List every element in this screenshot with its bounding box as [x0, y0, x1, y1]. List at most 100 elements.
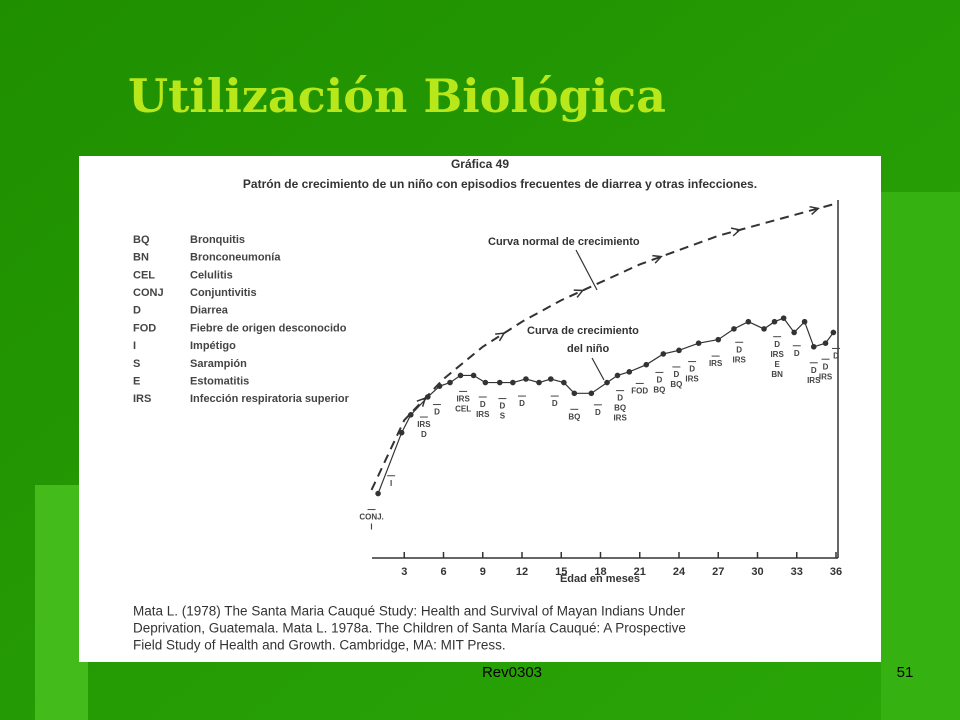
data-point — [536, 379, 542, 386]
data-point — [822, 340, 829, 347]
legend-name: Diarrea — [190, 305, 229, 317]
x-tick-label: 30 — [751, 566, 763, 578]
data-point — [780, 315, 787, 321]
data-point — [510, 379, 516, 386]
data-point — [643, 361, 650, 368]
data-point — [523, 376, 529, 382]
episode-label: IRS — [417, 420, 431, 429]
data-point — [761, 326, 767, 332]
legend-name: Sarampión — [190, 358, 247, 370]
episode-label: BQ — [653, 386, 665, 395]
x-tick-label: 6 — [440, 566, 446, 578]
series-annotation: del niño — [567, 343, 609, 355]
legend-name: Infección respiratoria superior — [190, 393, 350, 405]
episode-label: D — [421, 430, 427, 439]
episode-label: CEL — [455, 405, 471, 414]
legend-name: Conjuntivitis — [190, 287, 257, 299]
data-point — [398, 429, 405, 436]
page-number: 51 — [897, 664, 914, 681]
data-point — [660, 351, 667, 357]
episode-label: IRS — [476, 410, 490, 419]
episode-label: I — [370, 523, 372, 532]
episode-label: D — [519, 399, 525, 408]
legend-name: Impétigo — [190, 340, 236, 352]
episode-label: IRS — [819, 372, 833, 381]
figure — [79, 156, 881, 662]
legend-code: I — [133, 340, 136, 352]
arrowhead — [416, 396, 427, 407]
episode-label: IRS — [807, 376, 821, 385]
episode-label: S — [500, 412, 506, 421]
episode-label: BN — [771, 370, 783, 379]
x-tick-label: 3 — [401, 566, 407, 578]
episode-label: IRS — [456, 395, 470, 404]
episode-label: D — [434, 408, 440, 417]
data-point — [588, 390, 595, 397]
episode-label: D — [794, 349, 800, 358]
x-tick-label: 27 — [712, 566, 724, 578]
x-tick-label: 9 — [480, 566, 486, 578]
data-point — [745, 318, 752, 325]
annotation-arrow — [591, 357, 605, 381]
legend-name: Bronconeumonía — [190, 252, 281, 264]
x-tick-label: 33 — [791, 566, 803, 578]
arrowhead — [809, 205, 820, 215]
legend-code: IRS — [133, 393, 151, 405]
data-point — [771, 318, 778, 325]
data-point — [695, 340, 702, 347]
data-point — [830, 329, 837, 336]
x-axis-label: Edad en meses — [560, 573, 640, 585]
episode-label: D — [774, 340, 780, 349]
data-point — [436, 383, 443, 389]
episode-label: IRS — [613, 414, 627, 423]
legend-code: CEL — [133, 269, 155, 281]
arrowhead — [730, 227, 742, 237]
episode-label: D — [656, 376, 662, 385]
episode-label: IRS — [733, 355, 747, 364]
chart-title: Gráfica 49 — [451, 157, 509, 171]
episode-label: BQ — [568, 412, 580, 421]
legend-code: BQ — [133, 234, 150, 246]
episode-label: D — [823, 362, 829, 371]
x-tick-label: 18 — [594, 566, 606, 578]
episode-label: D — [480, 400, 486, 409]
legend-code: E — [133, 376, 140, 388]
arrowhead — [573, 289, 585, 298]
episode-label: D — [617, 394, 623, 403]
x-tick-label: 12 — [516, 566, 528, 578]
data-point — [482, 379, 489, 386]
data-point — [801, 318, 808, 325]
episode-label: D — [833, 352, 839, 361]
legend-code: CONJ — [133, 287, 164, 299]
legend-name: Bronquitis — [190, 234, 245, 246]
data-point — [470, 372, 477, 379]
data-point — [571, 390, 578, 397]
slide-title: Utilización Biológica — [128, 69, 666, 123]
legend-code: D — [133, 305, 141, 317]
data-point — [676, 347, 682, 354]
legend-code: FOD — [133, 322, 156, 334]
legend-code: BN — [133, 252, 149, 264]
data-point — [447, 379, 453, 386]
series-line — [370, 202, 837, 491]
chart-subtitle: Patrón de crecimiento de un niño con epi… — [243, 177, 757, 191]
data-point — [547, 376, 554, 382]
episode-label: IRS — [770, 350, 784, 359]
data-point — [561, 379, 567, 386]
legend-name: Estomatitis — [190, 376, 249, 388]
episode-label: D — [689, 365, 695, 374]
data-point — [407, 412, 414, 418]
data-point — [496, 379, 503, 386]
legend-code: S — [133, 358, 140, 370]
episode-label: D — [673, 370, 679, 379]
data-point — [626, 369, 633, 375]
data-point — [425, 394, 431, 400]
source-text: Mata L. (1978) The Santa Maria Cauqué St… — [133, 604, 686, 619]
series-annotation: Curva normal de crecimiento — [488, 236, 640, 248]
episode-label: IRS — [709, 359, 723, 368]
episode-label: BQ — [614, 404, 626, 413]
source-text: Field Study of Health and Growth. Cambri… — [133, 638, 506, 653]
x-tick-label: 36 — [830, 566, 842, 578]
legend-name: Fiebre de origen desconocido — [190, 322, 347, 334]
